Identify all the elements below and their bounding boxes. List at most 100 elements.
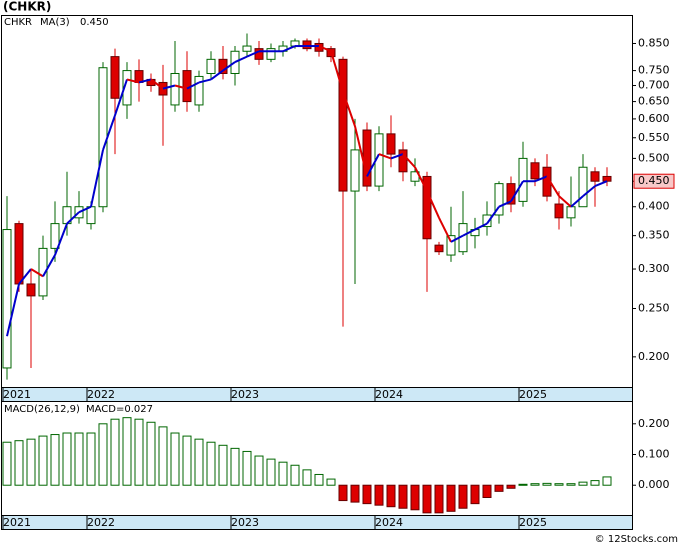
macd-bar [38,435,48,486]
y-tick-label: 0.750 [638,64,670,77]
macd-bar [50,434,60,486]
y-tick-label: 0.650 [638,95,670,108]
macd-bar [566,483,576,486]
candle-body [2,229,12,369]
macd-bar [302,469,312,486]
macd-bar [194,438,204,486]
candle-body [170,72,180,106]
x-tick-label: 2023 [231,388,259,401]
ma-line [66,211,80,225]
ma-line [186,81,200,90]
ma-line [510,180,524,202]
macd-bar [422,484,432,514]
ma-line [570,195,584,208]
x-tick-label: 2024 [375,516,403,529]
ma-line [486,206,500,225]
ma-line [318,45,332,53]
candle-body [302,40,312,50]
y-tick-label: 0.550 [638,131,670,144]
candle-body [14,223,24,285]
ma-line [222,61,236,72]
ma-line [90,149,104,207]
ma-line [174,84,188,90]
candle-body [26,283,36,297]
candle-body [386,133,396,155]
y-tick-label: 0.250 [638,302,670,315]
ma-line [18,268,32,285]
y-tick-label: 0.350 [638,229,670,242]
legend-label: MACD=0.027 [86,404,153,415]
candle-body [242,45,252,52]
macd-bar [602,476,612,486]
ma-line [390,153,404,160]
macd-bar [434,484,444,514]
macd-bar [182,435,192,486]
macd-bar [314,473,324,486]
ma-line [546,175,560,197]
macd-bar [518,483,528,486]
candle-body [554,203,564,219]
ma-line [42,254,56,277]
y-tick-label: 0.600 [638,112,670,125]
macd-bar [542,482,552,486]
ma-line [114,79,128,116]
macd-bar [62,432,72,486]
candle-body [566,206,576,219]
macd-bar [218,444,228,486]
x-tick-label: 2022 [87,388,115,401]
ma-line [414,166,428,192]
y-tick-label: 0.200 [638,417,670,430]
ma-line [102,115,116,151]
ma-line [558,195,572,208]
ma-line [282,45,296,53]
x-tick-label: 2025 [519,516,547,529]
ma-line [30,268,44,278]
candle-body [50,223,60,249]
page-title: (CHKR) [3,0,51,14]
macd-panel [1,401,633,516]
ma-line [438,217,452,243]
macd-bar [578,481,588,486]
candle-body [206,58,216,74]
legend-label: MA(3) [40,17,70,28]
macd-bar [242,450,252,486]
y-tick-label: 0.850 [638,36,670,49]
x-tick-label: 2021 [3,516,31,529]
macd-bar [458,484,468,509]
macd-bar [398,484,408,509]
candle-body [218,58,228,74]
x-tick-label: 2024 [375,388,403,401]
macd-bar [410,484,420,511]
y-tick-label: 0.000 [638,478,670,491]
ma-line [6,283,20,337]
candle-body [350,149,360,192]
y-tick-label: 0.500 [638,151,670,164]
price-panel [1,15,633,388]
macd-bar [350,484,360,503]
macd-bar [506,484,516,489]
ma-line [498,200,512,208]
ma-line [246,50,260,58]
last-price-label: 0.450 [638,174,670,187]
macd-bar [374,484,384,506]
candle-body [602,175,612,182]
candle-body [38,247,48,297]
candle-body [578,166,588,208]
candle-body [494,183,504,216]
legend-value: 0.450 [80,17,109,28]
macd-bar [230,447,240,486]
macd-bar [482,484,492,498]
x-tick-label: 2022 [87,516,115,529]
macd-bar [86,432,96,486]
candle-body [254,48,264,60]
candle-body [422,175,432,240]
candle-body [98,67,108,208]
macd-bar [74,432,84,486]
ma-line [162,84,176,90]
macd-bar [530,483,540,486]
y-tick-label: 0.700 [638,79,670,92]
macd-bar [554,483,564,486]
candle-body [434,244,444,253]
y-tick-label: 0.400 [638,200,670,213]
y-tick-label: 0.100 [638,448,670,461]
